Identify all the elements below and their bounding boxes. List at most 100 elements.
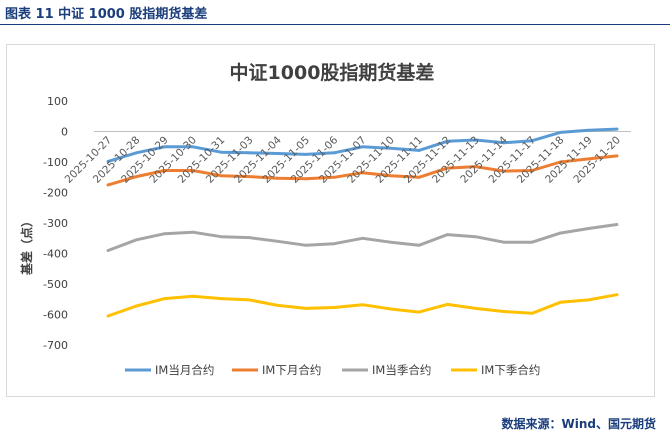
data-point — [615, 293, 619, 297]
data-point — [587, 227, 591, 230]
data-point — [361, 236, 364, 240]
chart-frame: 中证1000股指期货基差 基差（点） 100 0 -100 -200 -300 -400 -… — [6, 44, 655, 397]
legend-label-3: IM当季合约 — [372, 363, 431, 377]
data-point — [248, 236, 251, 240]
data-point — [219, 150, 223, 154]
y-tick-label: -500 — [43, 278, 68, 291]
data-point — [389, 146, 393, 150]
data-point — [106, 249, 110, 252]
data-point — [530, 169, 534, 172]
data-point — [276, 176, 280, 180]
data-point — [389, 307, 393, 311]
data-point — [332, 242, 336, 246]
data-point — [248, 151, 251, 155]
chart-title: 中证1000股指期货基差 — [230, 61, 435, 84]
data-point — [106, 314, 110, 318]
data-point — [530, 240, 534, 244]
data-point — [163, 145, 167, 149]
figure-header: 图表 11 中证 1000 股指期货基差 — [0, 0, 670, 25]
data-point — [248, 298, 251, 302]
data-point — [502, 310, 506, 313]
data-point — [219, 235, 223, 239]
data-point — [361, 145, 364, 149]
data-point — [587, 157, 591, 161]
legend-label-1: IM当月合约 — [155, 363, 214, 377]
data-point — [615, 223, 619, 226]
data-point — [332, 306, 336, 309]
data-point — [474, 165, 477, 168]
data-point — [276, 239, 280, 243]
data-point — [106, 159, 110, 163]
data-point — [558, 300, 562, 304]
data-point — [191, 294, 195, 298]
y-tick-label: -100 — [43, 156, 68, 169]
data-point — [445, 166, 449, 170]
basis-line-chart: 中证1000股指期货基差 基差（点） 100 0 -100 -200 -300 -400 -… — [19, 61, 631, 377]
data-point — [474, 138, 477, 142]
data-point — [134, 304, 138, 308]
data-point — [389, 240, 393, 244]
data-point — [615, 127, 619, 131]
data-point — [163, 232, 167, 236]
data-point — [417, 149, 421, 152]
data-point — [163, 169, 167, 172]
data-point — [389, 174, 393, 178]
legend: IM当月合约 IM下月合约 IM当季合约 IM下季合约 — [125, 363, 540, 377]
data-point — [361, 303, 364, 307]
data-point — [304, 307, 308, 310]
data-point — [106, 183, 110, 187]
series-group — [106, 127, 619, 318]
data-point — [558, 160, 562, 164]
y-tick-label: -300 — [43, 217, 68, 230]
data-point — [417, 243, 421, 247]
y-tick-label: -400 — [43, 248, 68, 261]
data-point — [304, 152, 308, 156]
data-point — [445, 233, 449, 236]
y-tick-label: -600 — [43, 309, 68, 322]
y-tick-label: 100 — [47, 95, 68, 108]
y-tick-label: 0 — [61, 126, 68, 139]
data-point — [304, 177, 308, 181]
data-point — [191, 145, 195, 149]
data-point — [417, 310, 421, 314]
data-point — [474, 235, 477, 239]
data-point — [474, 307, 477, 310]
data-point — [587, 128, 591, 132]
data-point — [558, 131, 562, 134]
y-tick-label: -700 — [43, 339, 68, 352]
data-point — [502, 141, 506, 145]
data-point — [417, 175, 421, 179]
data-point — [163, 297, 167, 301]
data-point — [361, 171, 364, 175]
data-point — [134, 151, 138, 155]
data-point — [191, 169, 195, 172]
data-point — [134, 175, 138, 179]
data-point — [530, 311, 534, 315]
data-point — [276, 152, 280, 155]
legend-label-2: IM下月合约 — [262, 363, 321, 377]
data-point — [191, 230, 195, 234]
data-point — [502, 169, 506, 173]
data-point — [615, 154, 619, 158]
data-point — [558, 231, 562, 235]
data-point — [332, 151, 336, 155]
data-point — [248, 175, 251, 179]
data-point — [530, 139, 534, 143]
y-axis-label: 基差（点） — [19, 215, 34, 276]
x-tick-group: 2025-10-272025-10-282025-10-292025-10-30… — [63, 134, 623, 186]
figure-label: 图表 11 中证 1000 股指期货基差 — [5, 7, 208, 22]
data-point — [134, 238, 138, 242]
data-point — [445, 303, 449, 306]
y-tick-group: 100 0 -100 -200 -300 -400 -500 -600 -700 — [43, 95, 68, 352]
source-note: 数据来源：Wind、国元期货 — [501, 417, 656, 431]
data-point — [332, 175, 336, 179]
legend-label-4: IM下季合约 — [481, 363, 540, 377]
data-point — [276, 303, 280, 307]
data-point — [445, 139, 449, 143]
data-point — [587, 298, 591, 302]
data-point — [219, 174, 223, 178]
y-tick-label: -200 — [43, 187, 68, 200]
data-point — [304, 243, 308, 247]
data-point — [219, 297, 223, 301]
data-point — [502, 240, 506, 244]
